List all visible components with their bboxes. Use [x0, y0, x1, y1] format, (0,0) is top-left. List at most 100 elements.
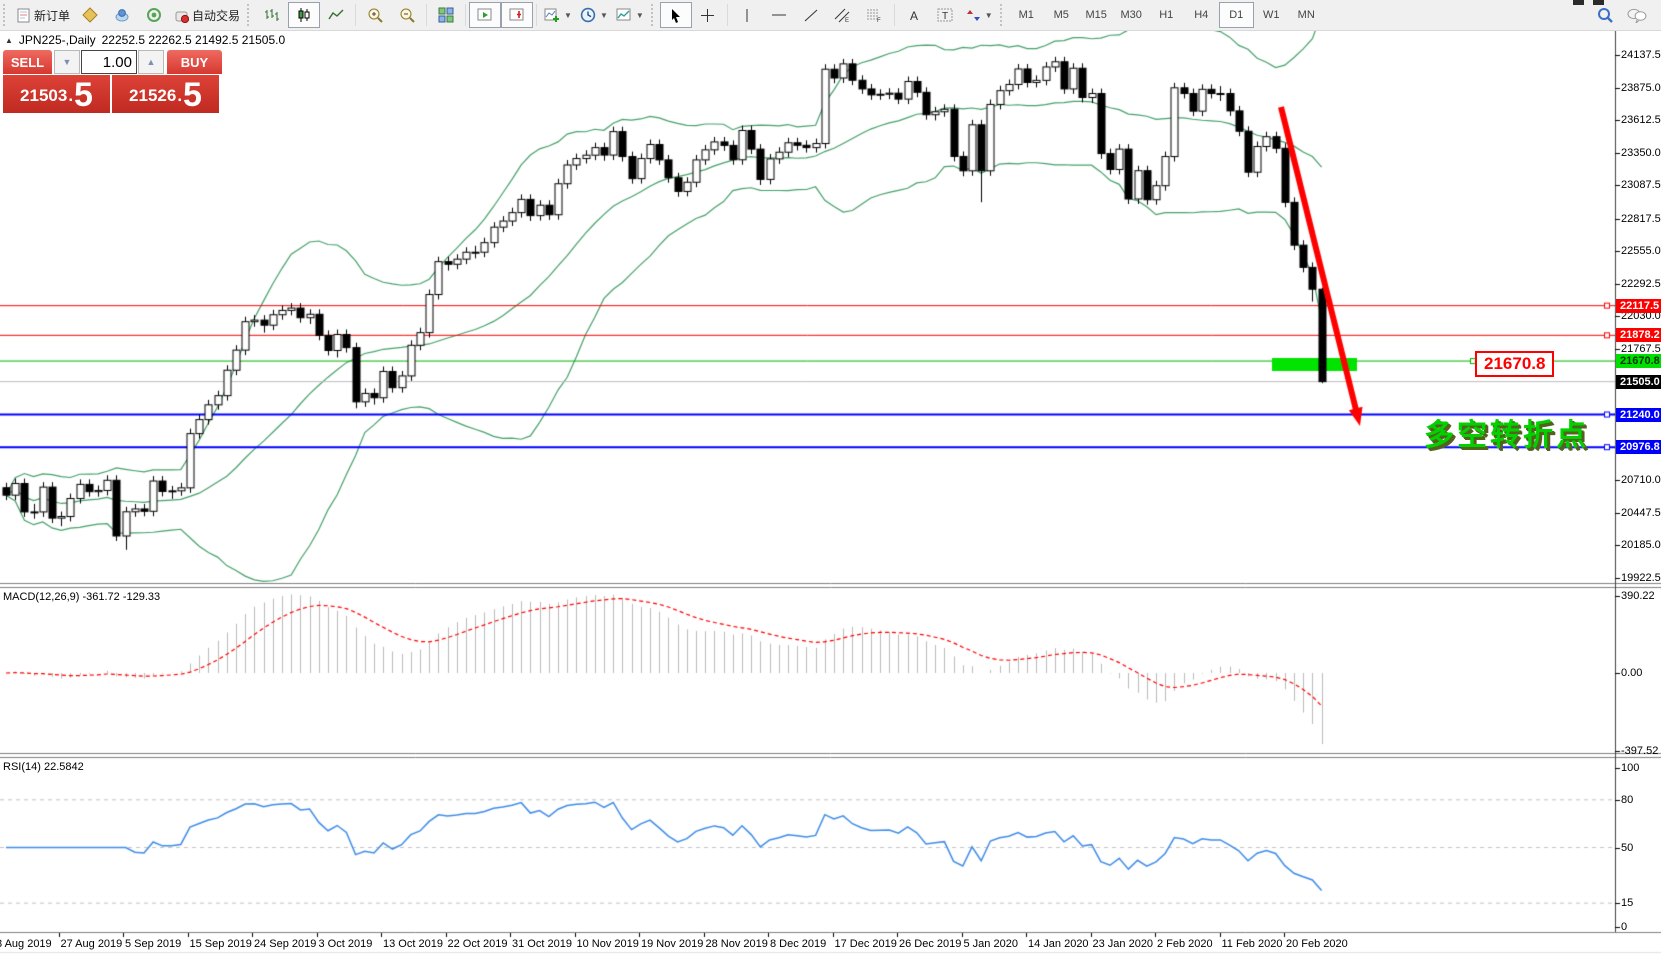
crosshair-icon	[701, 8, 715, 22]
trendline-button[interactable]	[795, 2, 827, 28]
autotrading-button[interactable]: 自动交易	[170, 2, 244, 28]
price-axis-label: 22030.0	[1621, 310, 1661, 323]
new-order-icon	[17, 8, 30, 22]
zoom-out-icon	[400, 8, 415, 23]
date-axis-label: 15 Sep 2019	[189, 938, 252, 950]
dropdown-caret-icon: ▼	[984, 10, 993, 20]
candlestick-chart-button[interactable]	[288, 2, 321, 28]
date-axis-label: 19 Nov 2019	[641, 938, 704, 950]
toolbar-separator	[726, 4, 728, 26]
text-label-button[interactable]: T	[930, 2, 962, 28]
toolbar-grip[interactable]	[999, 4, 1005, 26]
date-axis-label: 28 Nov 2019	[705, 938, 768, 950]
timeframe-W1-button[interactable]: W1	[1262, 9, 1280, 21]
vertical-line-icon	[746, 8, 748, 22]
date-axis-label: 22 Oct 2019	[447, 938, 508, 950]
vertical-line-button[interactable]	[731, 2, 763, 28]
cursor-button[interactable]	[659, 2, 692, 28]
search-icon	[1597, 7, 1613, 23]
svg-text:A: A	[910, 9, 918, 23]
chart-title: ▲ JPN225-,Daily 22252.5 22262.5 21492.5 …	[5, 33, 285, 47]
line-chart-button[interactable]	[320, 2, 352, 28]
equidistant-channel-button[interactable]: E	[827, 2, 859, 28]
price-axis-label: 20710.0	[1621, 474, 1661, 487]
timeframe-M30-button[interactable]: M30	[1120, 9, 1142, 21]
price-axis-label: 19922.5	[1621, 571, 1661, 584]
community-button[interactable]	[106, 2, 138, 28]
volume-input[interactable]	[81, 50, 137, 74]
tile-windows-icon	[438, 7, 454, 23]
fibonacci-button[interactable]: F	[859, 2, 891, 28]
timeframe-H4-button[interactable]: H4	[1194, 9, 1209, 21]
toolbar: 新订单 自动交易	[0, 0, 1661, 31]
line-chart-icon	[328, 9, 344, 20]
toolbar-separator	[426, 4, 428, 26]
turning-point-note[interactable]: 多空转折点	[1424, 419, 1589, 452]
signals-button[interactable]	[138, 2, 170, 28]
timeframe-M15-button[interactable]: M15	[1085, 9, 1107, 21]
gold-diamond-icon	[82, 7, 98, 23]
arrows-icon	[966, 9, 980, 21]
buy-price-tile[interactable]: 21526. 5	[112, 75, 219, 113]
toolbar-grip[interactable]	[650, 4, 656, 26]
auto-scroll-icon	[477, 8, 492, 21]
bar-chart-button[interactable]	[256, 2, 288, 28]
date-axis-label: 27 Aug 2019	[60, 938, 123, 950]
toolbar-grip[interactable]	[3, 4, 8, 26]
window-restore-button[interactable]	[1593, 0, 1604, 5]
chart-shift-button[interactable]	[501, 2, 534, 28]
date-axis-label: 3 Oct 2019	[318, 938, 373, 950]
horizontal-line-button[interactable]	[763, 2, 795, 28]
volume-increase-button[interactable]: ▲	[138, 50, 164, 74]
search-button[interactable]	[1589, 2, 1621, 28]
price-level-label: 21240.0	[1616, 407, 1661, 422]
zoom-in-button[interactable]	[359, 2, 391, 28]
indicators-icon	[544, 8, 560, 22]
svg-text:F: F	[877, 18, 881, 23]
text-icon: A	[910, 9, 918, 23]
dropdown-caret-icon: ▼	[635, 10, 644, 20]
text-button[interactable]: A	[898, 2, 930, 28]
price-level-label: 21670.8	[1616, 354, 1661, 369]
timeframe-M5-button[interactable]: M5	[1053, 9, 1069, 21]
zoom-out-button[interactable]	[391, 2, 423, 28]
price-axis-label: 23875.0	[1621, 81, 1661, 94]
metaeditor-button[interactable]	[74, 2, 106, 28]
indicators-button[interactable]: ▼	[540, 2, 576, 28]
timeframe-MN-button[interactable]: MN	[1297, 9, 1315, 21]
rsi-axis-label: 15	[1621, 897, 1634, 910]
date-axis-label: 2 Feb 2020	[1157, 938, 1213, 950]
timeframe-M1-button[interactable]: M1	[1018, 9, 1034, 21]
timeframe-D1-button[interactable]: D1	[1218, 2, 1254, 28]
auto-scroll-button[interactable]	[469, 2, 502, 28]
sell-button[interactable]: SELL	[3, 50, 52, 74]
date-axis-label: 24 Sep 2019	[254, 938, 317, 950]
rsi-label: RSI(14) 22.5842	[3, 761, 84, 773]
templates-button[interactable]: ▼	[612, 2, 648, 28]
date-axis-label: 8 Dec 2019	[770, 938, 827, 950]
rsi-axis-label: 80	[1621, 793, 1634, 806]
volume-decrease-button[interactable]: ▼	[54, 50, 80, 74]
arrows-button[interactable]: ▼	[962, 2, 997, 28]
date-axis-label: 26 Dec 2019	[899, 938, 962, 950]
toolbar-grip[interactable]	[247, 4, 252, 26]
date-axis-label: 10 Nov 2019	[576, 938, 639, 950]
price-axis-label: 24137.5	[1621, 49, 1661, 61]
periods-button[interactable]: ▼	[576, 2, 612, 28]
sell-price-tile[interactable]: 21503. 5	[3, 75, 110, 113]
crosshair-button[interactable]	[692, 2, 724, 28]
timeframe-H1-button[interactable]: H1	[1159, 9, 1174, 21]
window-minimize-button[interactable]	[1573, 0, 1584, 5]
price-axis-label: 21767.5	[1621, 343, 1661, 356]
dropdown-caret-icon: ▼	[599, 10, 608, 20]
chat-button[interactable]	[1621, 2, 1653, 28]
date-axis-label: 17 Dec 2019	[834, 938, 897, 950]
dropdown-caret-icon: ▼	[564, 10, 572, 20]
price-annotation-box[interactable]: 21670.8	[1475, 351, 1555, 377]
buy-button[interactable]: BUY	[167, 50, 222, 74]
new-order-button[interactable]: 新订单	[12, 2, 74, 28]
tile-windows-button[interactable]	[430, 2, 462, 28]
rsi-axis-label: 50	[1621, 841, 1634, 854]
